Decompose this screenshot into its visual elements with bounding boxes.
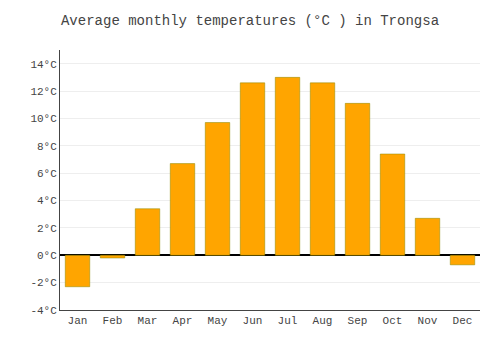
svg-text:Average monthly temperatures (: Average monthly temperatures (°C ) in Tr… [61,13,439,29]
svg-text:Sep: Sep [348,315,368,327]
svg-text:Apr: Apr [173,315,193,327]
svg-text:Aug: Aug [313,315,333,327]
svg-text:Jul: Jul [278,315,298,327]
svg-text:May: May [208,315,228,327]
svg-text:Dec: Dec [453,315,473,327]
svg-text:2°C: 2°C [37,223,57,235]
svg-text:14°C: 14°C [30,59,57,71]
svg-text:8°C: 8°C [37,141,57,153]
svg-text:4°C: 4°C [37,195,57,207]
svg-text:Oct: Oct [383,315,403,327]
svg-text:12°C: 12°C [30,86,57,98]
svg-text:Nov: Nov [418,315,438,327]
svg-text:10°C: 10°C [30,113,57,125]
svg-text:Jun: Jun [243,315,263,327]
svg-text:Feb: Feb [103,315,123,327]
svg-text:6°C: 6°C [37,168,57,180]
svg-text:-2°C: -2°C [30,277,57,289]
svg-text:-4°C: -4°C [30,305,57,317]
svg-text:Mar: Mar [138,315,158,327]
svg-text:Jan: Jan [68,315,88,327]
svg-text:0°C: 0°C [37,250,57,262]
